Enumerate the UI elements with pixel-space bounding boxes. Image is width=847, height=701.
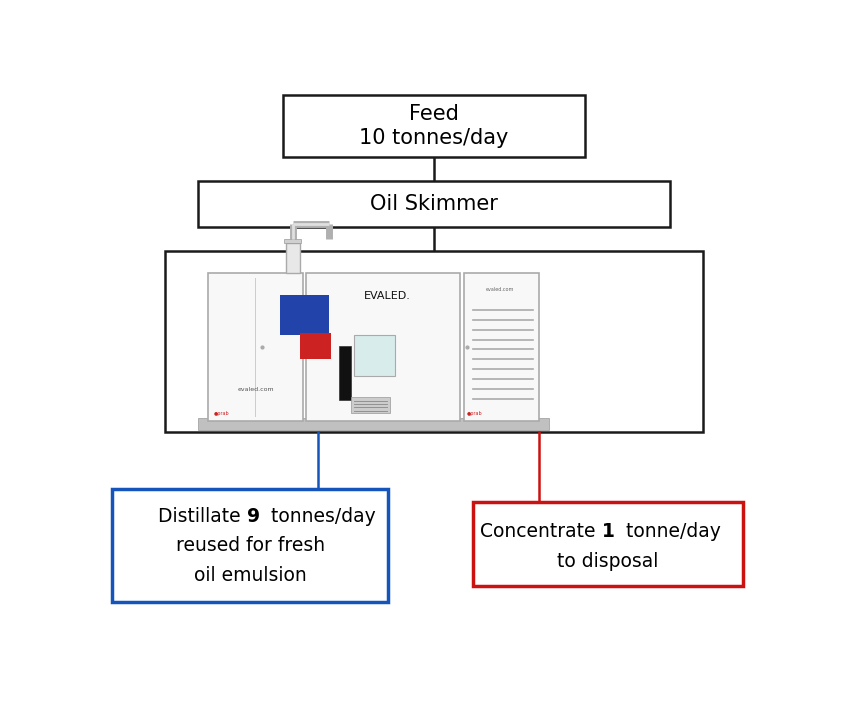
Text: tonnes/day: tonnes/day: [265, 507, 375, 526]
Text: 1: 1: [601, 522, 614, 541]
Text: evaled.com: evaled.com: [485, 287, 514, 292]
Text: to disposal: to disposal: [557, 552, 659, 571]
FancyBboxPatch shape: [113, 489, 388, 602]
Text: 9: 9: [247, 507, 260, 526]
FancyBboxPatch shape: [300, 334, 331, 360]
Text: oil emulsion: oil emulsion: [194, 566, 307, 585]
FancyBboxPatch shape: [283, 95, 585, 157]
FancyBboxPatch shape: [339, 346, 351, 400]
Text: Feed: Feed: [409, 104, 459, 124]
Text: Distillate: Distillate: [158, 507, 247, 526]
Text: EVALED.: EVALED.: [363, 291, 410, 301]
FancyBboxPatch shape: [306, 273, 461, 421]
Text: ●prab: ●prab: [467, 411, 483, 416]
FancyBboxPatch shape: [473, 503, 743, 586]
FancyBboxPatch shape: [351, 397, 390, 414]
Text: tonne/day: tonne/day: [620, 522, 721, 541]
Text: Oil Skimmer: Oil Skimmer: [370, 194, 498, 215]
FancyBboxPatch shape: [165, 252, 703, 433]
FancyBboxPatch shape: [463, 273, 540, 421]
FancyBboxPatch shape: [354, 335, 395, 376]
FancyBboxPatch shape: [285, 239, 302, 243]
Text: ●prab: ●prab: [214, 411, 230, 416]
FancyBboxPatch shape: [198, 418, 549, 430]
Text: Concentrate: Concentrate: [480, 522, 601, 541]
FancyBboxPatch shape: [280, 294, 329, 335]
FancyBboxPatch shape: [286, 243, 300, 273]
FancyBboxPatch shape: [198, 182, 671, 227]
FancyBboxPatch shape: [208, 273, 303, 421]
Text: evaled.com: evaled.com: [237, 386, 274, 392]
Text: reused for fresh: reused for fresh: [175, 536, 325, 555]
Text: 10 tonnes/day: 10 tonnes/day: [359, 128, 509, 148]
